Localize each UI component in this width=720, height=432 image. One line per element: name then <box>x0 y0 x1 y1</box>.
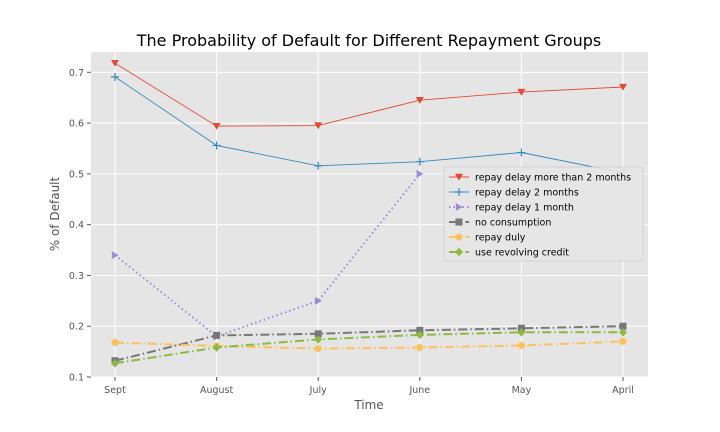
data-point <box>212 141 221 150</box>
data-point <box>314 335 323 344</box>
data-point <box>517 341 526 350</box>
data-point <box>111 338 119 347</box>
data-point <box>415 157 424 166</box>
legend-label: use revolving credit <box>475 248 569 259</box>
data-point <box>619 322 627 330</box>
legend-marker <box>455 218 463 226</box>
legend-marker <box>455 188 463 196</box>
series-5 <box>111 328 627 368</box>
series-line <box>114 325 624 362</box>
x-tick-label: July <box>309 385 327 396</box>
x-tick-label: June <box>408 385 430 396</box>
legend: repay delay more than 2 months repay dela… <box>443 166 644 262</box>
data-point <box>314 161 323 170</box>
y-tick-label: 0.2 <box>69 322 84 333</box>
data-point <box>111 72 119 81</box>
series-line <box>114 76 624 174</box>
series-line <box>114 340 624 350</box>
y-tick-label: 0.5 <box>69 169 84 180</box>
data-point <box>315 296 322 305</box>
series-0 <box>111 59 627 130</box>
series-line <box>114 62 624 127</box>
data-point <box>517 328 526 337</box>
legend-label: repay delay 1 month <box>475 203 574 214</box>
data-point <box>314 344 322 353</box>
legend-label: repay delay more than 2 months <box>475 173 631 184</box>
data-point <box>111 59 119 67</box>
legend-label: no consumption <box>475 218 551 229</box>
data-point <box>314 122 323 130</box>
x-tick-label: May <box>512 385 532 396</box>
x-tick-label: August <box>200 385 234 396</box>
data-point <box>416 326 424 334</box>
legend-marker <box>455 173 463 181</box>
data-point <box>416 343 424 352</box>
series-line <box>114 331 623 365</box>
legend-label: repay delay 2 months <box>475 188 579 199</box>
data-point <box>416 169 424 178</box>
axes: Sept August July June May April 0.1 0.2 0.3 0.4 0.… <box>69 68 634 396</box>
data-point <box>619 83 627 91</box>
data-point <box>415 97 424 104</box>
x-axis-label: Time <box>353 398 383 412</box>
data-point <box>212 122 221 130</box>
data-point <box>619 328 627 337</box>
y-tick-label: 0.7 <box>69 68 84 79</box>
data-point <box>517 148 526 157</box>
data-point <box>415 330 424 340</box>
data-point <box>213 331 221 339</box>
legend-marker <box>455 203 463 211</box>
legend-marker <box>455 247 463 257</box>
data-point <box>517 88 526 96</box>
data-point <box>111 359 119 368</box>
legend-label: repay duly <box>475 233 526 244</box>
series-layer <box>111 59 627 368</box>
y-axis-label: % of Default <box>48 176 62 251</box>
x-tick-label: Sept <box>104 385 126 396</box>
data-point <box>314 330 322 338</box>
y-tick-label: 0.6 <box>69 119 84 130</box>
data-point <box>111 251 119 260</box>
series-1 <box>111 72 627 177</box>
data-point <box>212 343 221 352</box>
legend-marker <box>455 233 463 241</box>
y-tick-label: 0.1 <box>69 373 84 384</box>
legend-box <box>443 166 644 262</box>
chart-title: The Probability of Default for Different… <box>136 31 602 50</box>
data-point <box>619 337 627 346</box>
y-tick-label: 0.4 <box>69 220 84 231</box>
x-tick-label: April <box>612 385 634 396</box>
y-tick-label: 0.3 <box>69 271 84 282</box>
